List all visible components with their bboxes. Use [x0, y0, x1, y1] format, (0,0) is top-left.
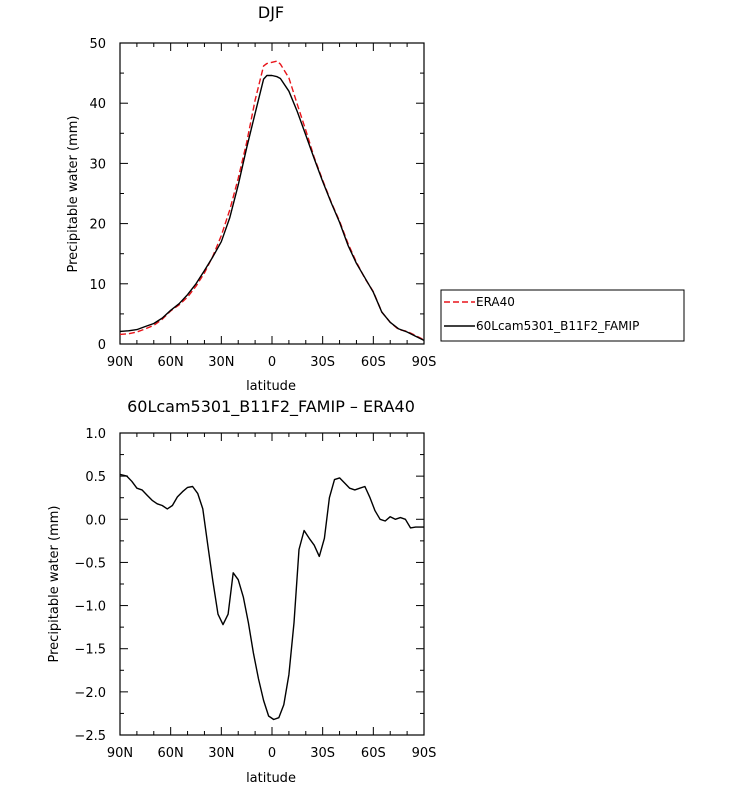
top-series-group	[119, 60, 425, 342]
bottom-x-tick-label: 90N	[107, 746, 133, 761]
bottom-x-axis-label: latitude	[246, 771, 296, 786]
top-y-tick-label: 20	[89, 218, 106, 233]
top-series-line-60lcam5301-b11f2-famip	[119, 74, 425, 342]
bottom-x-tick-label: 60S	[361, 746, 386, 761]
top-x-tick-label: 90S	[412, 355, 437, 370]
bottom-x-tick-label: 30S	[310, 746, 335, 761]
bottom-series-line-0	[119, 473, 424, 721]
legend-label-model: 60Lcam5301_B11F2_FAMIP	[476, 319, 639, 333]
legend-label-era40: ERA40	[476, 295, 515, 309]
bottom-x-tick-label: 30N	[208, 746, 234, 761]
bottom-y-tick-label: −0.5	[74, 556, 106, 571]
bottom-y-tick-label: −2.0	[74, 686, 106, 701]
top-plot-frame	[119, 42, 425, 345]
bottom-x-tick-label: 60N	[158, 746, 184, 761]
top-axis-ticks: 90N 60N 30N 0 30S 60S 90S 0 10 20 30 40 50	[89, 37, 436, 370]
top-y-tick-label: 0	[98, 338, 106, 353]
top-y-tick-label: 10	[89, 278, 106, 293]
bottom-y-tick-label: −1.5	[74, 643, 106, 658]
bottom-panel: 60Lcam5301_B11F2_FAMIP – ERA40 90N 60N 30N…	[47, 397, 436, 786]
top-x-tick-label: 60N	[158, 355, 184, 370]
top-x-tick-label: 90N	[107, 355, 133, 370]
top-y-tick-label: 50	[89, 37, 106, 52]
bottom-y-tick-label: −2.5	[74, 729, 106, 744]
bottom-y-tick-label: 0.0	[85, 513, 106, 528]
bottom-y-tick-label: 1.0	[85, 427, 106, 442]
bottom-y-tick-label: −1.0	[74, 600, 106, 615]
top-x-tick-label: 30S	[310, 355, 335, 370]
legend: ERA40 60Lcam5301_B11F2_FAMIP	[440, 289, 685, 342]
legend-box	[440, 289, 685, 342]
bottom-axis-ticks: 90N 60N 30N 0 30S 60S 90S 1.0 0.5 0.0 −0.5 −1.0 −1.5…	[74, 427, 436, 761]
bottom-y-tick-label: 0.5	[85, 470, 106, 485]
top-title: DJF	[258, 3, 284, 22]
bottom-x-tick-label: 90S	[412, 746, 437, 761]
bottom-series-group	[119, 473, 424, 721]
bottom-x-tick-label: 0	[268, 746, 276, 761]
bottom-y-axis-label: Precipitable water (mm)	[47, 506, 62, 663]
top-x-tick-label: 0	[268, 355, 276, 370]
bottom-plot-frame	[119, 432, 425, 736]
top-x-tick-label: 30N	[208, 355, 234, 370]
top-y-axis-label: Precipitable water (mm)	[66, 116, 81, 273]
top-x-axis-label: latitude	[246, 379, 296, 394]
top-y-tick-label: 30	[89, 157, 106, 172]
top-x-tick-label: 60S	[361, 355, 386, 370]
top-y-tick-label: 40	[89, 97, 106, 112]
top-series-line-era40	[119, 60, 425, 341]
top-panel: DJF 90N 60N 30N 0 30S 60S 90S 0 10 20 30 40 50 latit…	[66, 3, 436, 394]
bottom-title: 60Lcam5301_B11F2_FAMIP – ERA40	[127, 397, 415, 417]
